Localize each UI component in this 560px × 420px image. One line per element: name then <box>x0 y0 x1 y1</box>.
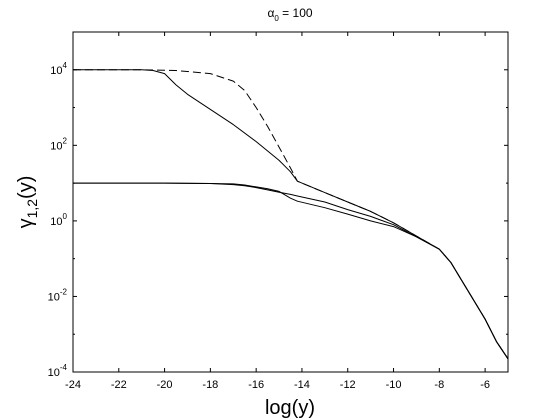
y-tick-label: 10-4 <box>48 363 68 379</box>
y-tick-exponent: 4 <box>63 61 68 70</box>
series-line-3 <box>73 182 509 360</box>
y-label-main: γ <box>15 218 37 228</box>
x-tick-label: -24 <box>65 379 81 391</box>
y-tick-base: 10 <box>50 65 62 77</box>
title-rest: = 100 <box>279 6 313 20</box>
y-label-subscript: 1,2 <box>24 199 40 219</box>
x-tick-label: -16 <box>248 379 264 391</box>
x-axis-label: log(y) <box>265 397 315 419</box>
y-tick-label: 100 <box>50 212 67 228</box>
x-tick-label: -12 <box>340 379 356 391</box>
series-line-2 <box>73 69 509 360</box>
series-line-1 <box>73 69 509 360</box>
x-tick-label: -20 <box>157 379 173 391</box>
x-tick-label: -18 <box>202 379 218 391</box>
chart-title: α0 = 100 <box>267 6 312 23</box>
title-subscript: 0 <box>274 14 279 23</box>
y-tick-label: 102 <box>50 136 67 152</box>
x-tick-label: -8 <box>434 379 444 391</box>
x-tick-label: -22 <box>111 379 127 391</box>
y-tick-exponent: -2 <box>60 287 68 296</box>
y-tick-label: 10-2 <box>48 287 68 303</box>
x-tick-label: -10 <box>386 379 402 391</box>
y-tick-exponent: 2 <box>63 136 68 145</box>
y-tick-exponent: 0 <box>63 212 68 221</box>
plot-frame <box>72 31 509 373</box>
y-tick-base: 10 <box>48 291 60 303</box>
y-axis-label: γ1,2(y) <box>15 176 40 229</box>
y-label-rest: (y) <box>15 176 37 199</box>
y-tick-base: 10 <box>50 140 62 152</box>
y-tick-exponent: -4 <box>60 363 68 372</box>
y-tick-base: 10 <box>48 367 60 379</box>
series-group <box>73 69 509 360</box>
title-greek: α <box>267 6 274 20</box>
x-tick-label: -6 <box>480 379 490 391</box>
x-axis-ticks: -24 -22 -20 -18 -16 -14 -12 -10 -8 -6 <box>65 32 490 391</box>
x-tick-label: -14 <box>294 379 310 391</box>
series-line-4 <box>73 182 509 360</box>
y-tick-label: 104 <box>50 61 67 77</box>
y-tick-base: 10 <box>50 216 62 228</box>
